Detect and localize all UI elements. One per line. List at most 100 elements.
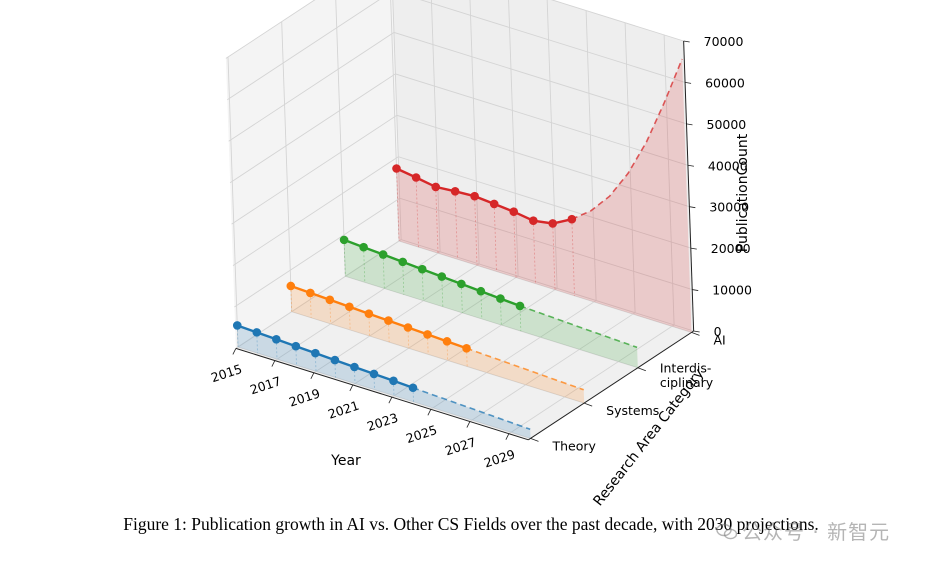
x-tick-label: 2027	[443, 434, 478, 458]
series-1-projection-line	[466, 347, 584, 391]
series-points	[232, 164, 577, 393]
series-3-drop-line	[474, 196, 478, 266]
series-1-point	[345, 302, 354, 312]
y-tick-label: Theory	[552, 438, 597, 453]
chart-panes	[225, 0, 694, 440]
series-1-drop-line	[466, 348, 468, 367]
z-tick-mark	[687, 164, 694, 167]
series-0-observed-line	[236, 324, 414, 389]
series-fills	[236, 59, 692, 439]
z-gridline	[231, 114, 690, 225]
z-axis-line	[683, 40, 695, 332]
series-2-drop-line	[441, 276, 444, 307]
series-2-drop-line	[382, 254, 385, 289]
series-0-projection-line	[412, 387, 531, 431]
series-0-point	[330, 355, 340, 365]
x-tick-label: 2017	[248, 373, 283, 397]
z-tick-mark	[690, 247, 697, 250]
series-2-drop-line	[402, 261, 405, 295]
y-tick-mark	[691, 332, 700, 336]
series-3-point	[548, 219, 558, 228]
series-3-observed-line	[395, 167, 573, 225]
series-2-point	[476, 286, 486, 296]
series-1-point	[462, 343, 471, 353]
series-0-point	[232, 321, 242, 330]
x-axis-label: Year	[330, 453, 361, 469]
series-1-point	[286, 281, 296, 291]
z-axis-label: PublicationCount	[735, 133, 751, 252]
y-tick-label-line: Systems	[606, 403, 659, 418]
x-tick-mark	[427, 409, 432, 416]
z-gridline	[229, 73, 689, 184]
z-gridline	[235, 239, 694, 349]
series-2-drop-line	[363, 247, 366, 283]
series-0-drop-line	[314, 353, 317, 372]
series-1-point	[423, 330, 432, 339]
series-1-point	[306, 288, 315, 298]
series-3-point	[450, 187, 460, 196]
series-2-drop-line	[460, 283, 463, 313]
series-1-observed-line	[290, 284, 467, 350]
back-pane	[392, 0, 694, 331]
z-tick-mark	[693, 330, 700, 333]
y-axis-line	[528, 330, 694, 441]
series-0-drop-line	[256, 332, 258, 354]
z-tick-label: 50000	[707, 117, 747, 132]
x-tick-label: 2029	[482, 446, 517, 470]
x-tick-mark	[466, 421, 471, 428]
series-0-point	[311, 348, 320, 358]
series-1-drop-line	[427, 334, 429, 355]
z-tick-mark	[692, 289, 699, 291]
y-tick-mark	[584, 402, 593, 407]
z-tick-mark	[683, 40, 690, 43]
series-1-point	[384, 316, 393, 325]
series-3-drop-line	[571, 219, 575, 296]
series-3-drop-line	[435, 186, 439, 254]
series-3-drop-line	[454, 191, 458, 260]
y-tick-label: Interdis-ciplinary	[660, 361, 714, 391]
x-tick-mark	[349, 384, 354, 392]
series-2-point	[496, 294, 505, 303]
series-3-point	[392, 164, 401, 173]
x-tick-mark	[388, 396, 393, 404]
series-3-point	[529, 216, 538, 225]
watermark-text: 公众号 · 新智元	[742, 520, 891, 544]
series-0-drop-line	[354, 366, 356, 384]
x-tick-label: 2025	[404, 422, 439, 446]
series-1-point	[442, 337, 452, 346]
z-gridline	[225, 0, 684, 59]
series-1-point	[403, 323, 413, 332]
series-3-point	[470, 191, 479, 201]
series-2-point	[339, 235, 349, 245]
chart-axes	[235, 40, 695, 441]
series-1-point	[364, 309, 374, 318]
series-0-point	[291, 341, 301, 351]
series-1-point	[325, 295, 335, 305]
series-lines	[236, 58, 683, 431]
y-tick-label-line: AI	[714, 332, 726, 347]
watermark: 公众号 · 新智元	[716, 516, 890, 545]
x-tick-label: 2023	[365, 410, 400, 434]
series-3-point	[509, 207, 519, 216]
z-gridline	[228, 31, 687, 142]
x-tick-label: 2019	[287, 385, 322, 409]
x-tick-mark	[271, 360, 276, 367]
series-3-point	[411, 173, 421, 182]
series-2-drop-line	[500, 298, 502, 326]
z-gridline	[234, 197, 693, 308]
chart-grid	[225, 0, 694, 439]
series-3-drop-line	[513, 211, 517, 278]
z-tick-mark	[685, 82, 692, 84]
z-tick-label: 10000	[712, 283, 752, 298]
y-tick-label-line: ciplinary	[660, 375, 714, 390]
series-0-point	[369, 369, 379, 379]
y-tick-label-line: Interdis-	[660, 361, 712, 376]
series-3-drop-line	[493, 203, 497, 272]
z-tick-label: 60000	[705, 75, 745, 90]
y-tick-label: AI	[714, 332, 726, 347]
series-3-projection-line	[571, 58, 683, 220]
series-0-point	[350, 362, 359, 372]
z-tick-label: 70000	[704, 34, 744, 49]
x-tick-label: 2021	[326, 398, 361, 422]
x-tick-mark	[232, 348, 237, 355]
